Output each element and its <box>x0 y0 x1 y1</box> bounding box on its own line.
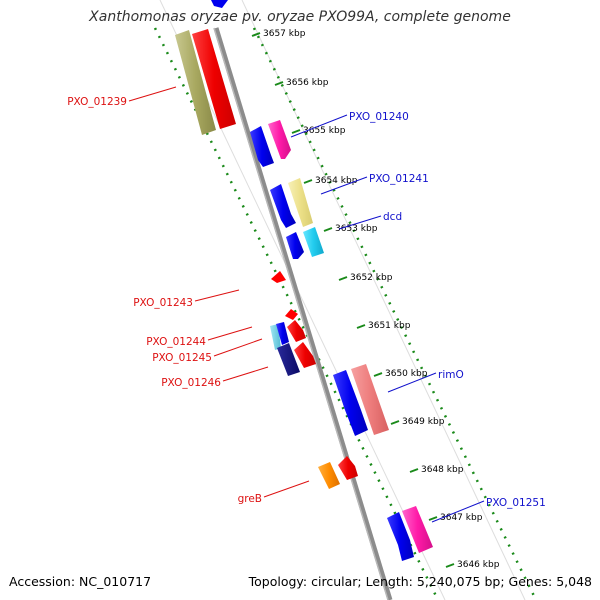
gene-feature-pxo-01240-magenta <box>268 120 291 159</box>
gene-features <box>175 29 433 561</box>
forward-strand-leader-line <box>290 114 348 138</box>
ruler-tick <box>390 420 400 425</box>
ruler-label: 3650 kbp <box>385 369 428 379</box>
ruler-tick <box>323 227 333 232</box>
ruler-label: 3649 kbp <box>402 417 445 427</box>
gene-feature-greb-red <box>338 456 358 480</box>
ruler-label: 3648 kbp <box>421 465 464 475</box>
genome-backbone-highlight <box>213 27 389 600</box>
forward-strand-gene-label: rimO <box>438 369 464 381</box>
ruler-tick <box>274 81 284 86</box>
ruler-label: 3655 kbp <box>303 126 346 136</box>
gene-feature-greb-orange <box>318 462 340 489</box>
gene-feature-red-arrow <box>192 29 236 129</box>
ruler-tick <box>338 276 348 281</box>
gene-feature-rimo-salmon <box>351 364 389 435</box>
genome-backbone <box>213 27 393 600</box>
ruler-label: 3656 kbp <box>286 78 329 88</box>
gene-feature-pxo-01243 <box>271 271 286 283</box>
forward-strand-gene-label: PXO_01240 <box>349 111 409 123</box>
reverse-strand-leader-line <box>213 338 263 357</box>
forward-strand-gene-label: dcd <box>383 211 402 223</box>
gene-feature-pxo-01245-red <box>294 342 316 368</box>
accession-text: Accession: NC_010717 <box>9 574 152 589</box>
reverse-strand-gene-label: PXO_01243 <box>133 297 193 309</box>
forward-strand-gene-label: PXO_01241 <box>369 173 429 185</box>
forward-strand-gene-label: PXO_01251 <box>486 497 546 509</box>
gene-feature-dcd-cyan <box>303 227 324 257</box>
ruler-tick <box>373 372 383 377</box>
reverse-strand-leader-line <box>194 289 240 302</box>
ruler-label: 3651 kbp <box>368 321 411 331</box>
gene-feature-pxo-01244-blue <box>276 322 289 345</box>
ruler-label: 3652 kbp <box>350 273 393 283</box>
reverse-strand-gene-label: greB <box>238 493 262 505</box>
gc-track-outer <box>252 27 538 600</box>
ruler-label: 3654 kbp <box>315 176 358 186</box>
reverse-strand-leader-line <box>222 366 269 382</box>
reverse-strand-gene-label: PXO_01245 <box>152 352 212 364</box>
genome-summary-text: Topology: circular; Length: 5,240,075 bp… <box>248 574 592 589</box>
gene-feature-rimo-blue <box>333 370 368 436</box>
gene-feature-pxo-01241-pale <box>288 178 313 227</box>
ruler-label: 3647 kbp <box>440 513 483 523</box>
reverse-strand-leader-line <box>263 480 310 498</box>
gene-feature-pxo-01246-navy <box>277 343 300 376</box>
forward-strand-leader-line <box>338 215 382 230</box>
gene-labels: PXO_01239 PXO_01243 PXO_01244 PXO_01245 PXO_… <box>67 86 546 523</box>
ruler: 3657 kbp 3656 kbp 3655 kbp 3654 kbp 3653 kbp… <box>251 29 500 570</box>
reverse-strand-leader-line <box>128 86 177 102</box>
page-title: Xanthomonas oryzae pv. oryzae PXO99A, co… <box>89 9 511 25</box>
gene-feature-pxo-01240-blue <box>250 126 274 167</box>
ruler-tick <box>291 129 301 134</box>
ruler-tick <box>445 563 455 568</box>
ruler-tick <box>409 468 419 473</box>
gene-feature-pxo-01244-red <box>287 320 306 342</box>
ruler-label: 3657 kbp <box>263 29 306 39</box>
ruler-tick <box>251 32 261 37</box>
gene-feature-pxo-01244-small <box>285 309 298 320</box>
ruler-label: 3646 kbp <box>457 560 500 570</box>
outer-track-line <box>241 0 526 600</box>
gene-feature-pxo-01239-olive <box>175 30 216 135</box>
ruler-tick <box>303 179 313 184</box>
gene-feature-pxo-01251-magenta <box>402 506 433 553</box>
ruler-tick <box>356 324 366 329</box>
gene-feature-dcd-blue <box>286 232 304 259</box>
ruler-label: 3653 kbp <box>335 224 378 234</box>
gene-feature-blue-arrow <box>270 184 296 228</box>
reverse-strand-gene-label: PXO_01239 <box>67 96 127 108</box>
gene-feature-partial-top <box>211 0 228 8</box>
reverse-strand-leader-line <box>207 326 253 341</box>
forward-strand-leader-line <box>431 500 485 523</box>
reverse-strand-gene-label: PXO_01246 <box>161 377 221 389</box>
ruler-tick <box>428 516 438 521</box>
gc-track-inner <box>153 27 440 600</box>
reverse-strand-gene-label: PXO_01244 <box>146 336 206 348</box>
forward-strand-leader-line <box>387 372 437 393</box>
forward-strand-leader-line <box>320 176 368 195</box>
gene-feature-pxo-01251-blue <box>387 512 414 561</box>
